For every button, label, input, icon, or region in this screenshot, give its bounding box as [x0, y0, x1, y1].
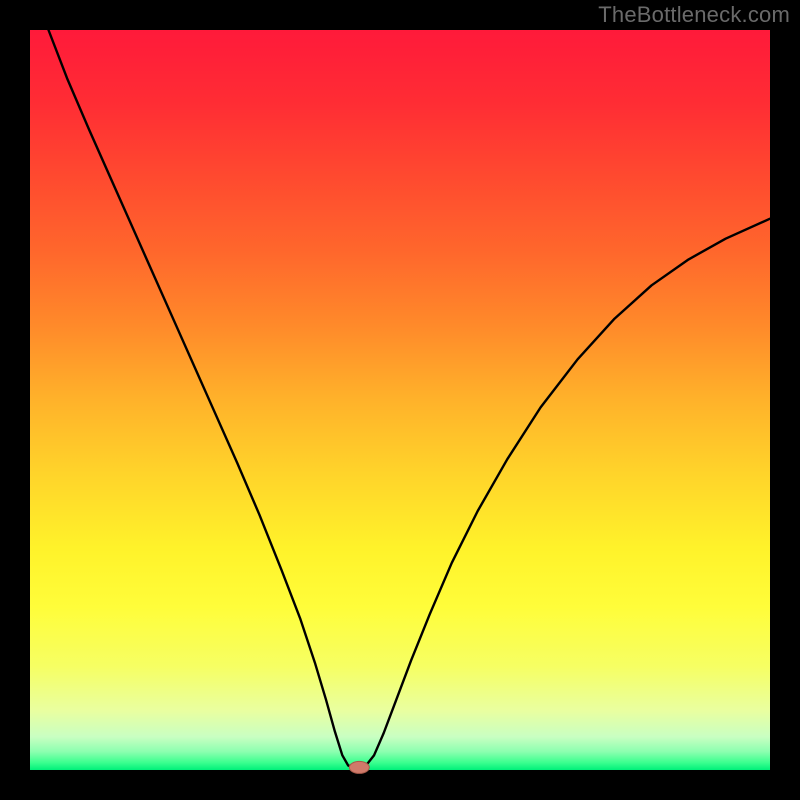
- chart-plot-area: [30, 30, 770, 770]
- bottleneck-chart: [0, 0, 800, 800]
- optimal-point-marker: [349, 761, 369, 773]
- watermark-caption: TheBottleneck.com: [598, 2, 790, 28]
